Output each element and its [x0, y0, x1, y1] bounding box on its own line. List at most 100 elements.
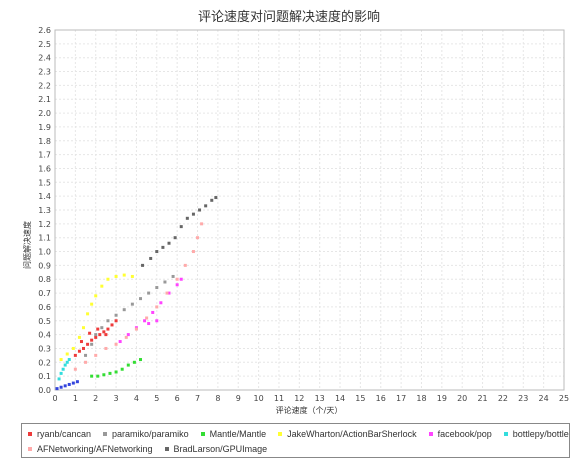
x-tick-label: 14	[335, 394, 345, 403]
data-point	[86, 312, 90, 316]
data-point	[104, 346, 108, 350]
x-tick-label: 6	[175, 394, 180, 403]
series-group	[57, 358, 71, 381]
data-point	[161, 245, 165, 249]
data-point	[98, 333, 102, 337]
data-point	[77, 335, 81, 339]
data-point	[71, 381, 75, 385]
data-point	[114, 342, 118, 346]
x-tick-label: 22	[498, 394, 508, 403]
x-tick-label: 19	[437, 394, 447, 403]
data-point	[61, 367, 65, 371]
x-tick-label: 24	[539, 394, 549, 403]
data-point	[65, 360, 69, 364]
y-tick-label: 1.0	[38, 248, 51, 257]
data-point	[134, 327, 138, 331]
x-tick-label: 3	[114, 394, 119, 403]
data-point	[63, 384, 67, 388]
y-tick-label: 0.5	[38, 317, 51, 326]
legend-row: ryanb/cancan paramiko/paramiko Mantle/Mant…	[22, 427, 573, 441]
y-tick-label: 2.3	[38, 68, 51, 77]
data-point	[130, 274, 134, 278]
legend-item: ryanb/cancan	[28, 429, 91, 439]
x-tick-label: 4	[134, 394, 139, 403]
data-point	[210, 198, 214, 202]
y-tick-label: 2.2	[38, 81, 51, 90]
data-point	[163, 280, 167, 284]
data-point	[171, 274, 175, 278]
x-tick-label: 21	[477, 394, 487, 403]
legend-item: Mantle/Mantle	[200, 429, 267, 439]
y-tick-label: 1.4	[38, 192, 51, 201]
tick-layer: 0 1 2 3 4 5 6 7 8 9 10 11 12 13 14 15 16 17 18 19 20 21 22 23 24…	[38, 26, 569, 403]
data-point	[59, 358, 63, 362]
data-point	[108, 371, 112, 375]
data-point	[65, 352, 69, 356]
data-point	[149, 256, 153, 260]
legend-item: JakeWharton/ActionBarSherlock	[278, 429, 417, 439]
data-point	[84, 360, 88, 364]
data-point	[167, 241, 171, 245]
x-tick-label: 17	[396, 394, 406, 403]
data-point	[96, 327, 100, 331]
data-point	[114, 274, 118, 278]
data-point	[71, 346, 75, 350]
data-point	[110, 323, 114, 327]
data-point	[167, 291, 171, 295]
data-point	[100, 326, 104, 330]
data-point	[173, 236, 177, 240]
data-point	[139, 358, 143, 362]
legend-item: bottlepy/bottle	[503, 429, 569, 439]
x-tick-label: 1	[73, 394, 78, 403]
data-point	[94, 335, 98, 339]
data-point	[114, 319, 118, 323]
data-point	[141, 263, 145, 267]
y-tick-label: 0.9	[38, 261, 51, 270]
data-point	[59, 371, 63, 375]
series-group	[73, 319, 118, 357]
series-group	[84, 274, 175, 357]
data-point	[147, 291, 151, 295]
data-point	[147, 322, 151, 326]
data-point	[59, 385, 63, 389]
data-point	[191, 250, 195, 254]
data-point	[102, 373, 106, 377]
data-point	[204, 204, 208, 208]
y-tick-label: 1.9	[38, 123, 51, 132]
series-group	[55, 380, 79, 391]
data-point	[104, 333, 108, 337]
legend-swatch	[428, 432, 433, 436]
data-point	[73, 367, 77, 371]
data-point	[155, 319, 159, 323]
data-point	[102, 330, 106, 334]
data-point	[151, 310, 155, 314]
x-tick-label: 8	[215, 394, 220, 403]
data-point	[106, 327, 110, 331]
data-point	[179, 277, 183, 281]
y-tick-label: 0.4	[38, 331, 51, 340]
y-tick-label: 0.8	[38, 275, 51, 284]
data-point	[120, 367, 124, 371]
data-point	[90, 302, 94, 306]
data-point	[122, 308, 126, 312]
y-tick-label: 0.3	[38, 344, 51, 353]
data-point	[90, 374, 94, 378]
data-point	[100, 284, 104, 288]
legend: ryanb/cancan paramiko/paramiko Mantle/Mant…	[21, 423, 570, 458]
data-point	[77, 349, 81, 353]
series-group	[73, 222, 204, 371]
x-tick-label: 16	[376, 394, 386, 403]
series-group	[59, 273, 134, 362]
legend-label: paramiko/paramiko	[112, 429, 189, 439]
data-point	[155, 305, 159, 309]
x-tick-label: 2	[93, 394, 98, 403]
y-tick-label: 2.0	[38, 109, 51, 118]
x-tick-label: 15	[355, 394, 365, 403]
legend-label: Mantle/Mantle	[209, 429, 267, 439]
data-point	[94, 333, 98, 337]
data-point	[165, 291, 169, 295]
data-point	[84, 353, 88, 357]
data-point	[106, 319, 110, 323]
data-point	[82, 346, 86, 350]
data-point	[57, 377, 61, 381]
